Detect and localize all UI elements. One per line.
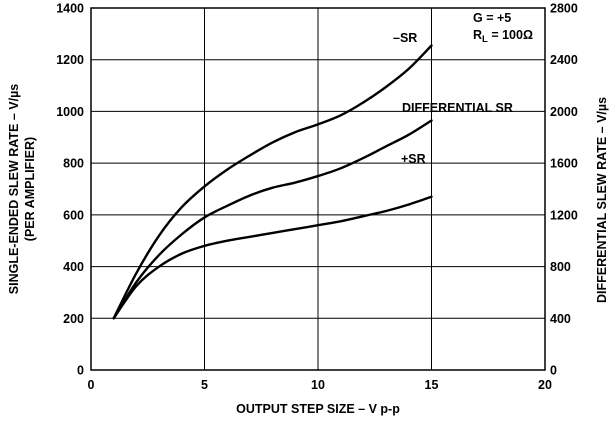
y-right-tick-label-4: 1600 xyxy=(550,157,578,171)
y-axis-title-left-line2: (PER AMPLIFIER) xyxy=(23,137,37,241)
y-left-tick-label-7: 1400 xyxy=(56,2,84,16)
series-line-2 xyxy=(112,195,433,320)
y-right-tick-label-3: 1200 xyxy=(550,208,578,222)
y-left-tick-label-4: 800 xyxy=(63,157,84,171)
y-left-tick-label-1: 200 xyxy=(63,312,84,326)
load-annotation-prefix: R xyxy=(473,28,482,42)
y-left-tick-label-0: 0 xyxy=(77,364,84,378)
y-right-tick-label-6: 2400 xyxy=(550,53,578,67)
y-axis-title-left-line1: SINGLE-ENDED SLEW RATE – V/µs xyxy=(7,84,21,295)
y-left-tick-label-2: 400 xyxy=(63,260,84,274)
x-axis-title: OUTPUT STEP SIZE – V p-p xyxy=(236,402,400,416)
gain-annotation: G = +5 xyxy=(473,11,511,25)
x-tick-label-0: 0 xyxy=(88,378,95,392)
series-label-differential-sr: DIFFERENTIAL SR xyxy=(402,101,513,115)
y-left-tick-label-6: 1200 xyxy=(56,53,84,67)
y-right-tick-label-0: 0 xyxy=(550,364,557,378)
x-tick-label-1: 5 xyxy=(201,378,208,392)
load-annotation-value: = 100Ω xyxy=(488,28,533,42)
y-right-tick-label-1: 400 xyxy=(550,312,571,326)
y-right-tick-label-2: 800 xyxy=(550,260,571,274)
x-tick-label-4: 20 xyxy=(538,378,552,392)
y-right-tick-label-7: 2800 xyxy=(550,2,578,16)
y-axis-title-right: DIFFERENTIAL SLEW RATE – V/µs xyxy=(595,97,609,303)
x-tick-label-2: 10 xyxy=(311,378,325,392)
plot-frame xyxy=(90,7,546,371)
y-left-tick-label-5: 1000 xyxy=(56,105,84,119)
tick-labels: 0 5 10 15 2002004006008001000120014000400800… xyxy=(56,2,578,393)
series-line-1 xyxy=(112,119,433,320)
load-annotation: RL = 100Ω xyxy=(473,28,533,45)
series-label-neg-sr: –SR xyxy=(393,31,417,45)
grid xyxy=(91,8,545,370)
series-line-0 xyxy=(112,44,433,320)
series-label-pos-sr: +SR xyxy=(401,152,426,166)
y-right-tick-label-5: 2000 xyxy=(550,105,578,119)
curves xyxy=(112,44,433,320)
load-annotation-subscript: L xyxy=(482,34,488,45)
x-tick-label-3: 15 xyxy=(425,378,439,392)
y-left-tick-label-3: 600 xyxy=(63,208,84,222)
